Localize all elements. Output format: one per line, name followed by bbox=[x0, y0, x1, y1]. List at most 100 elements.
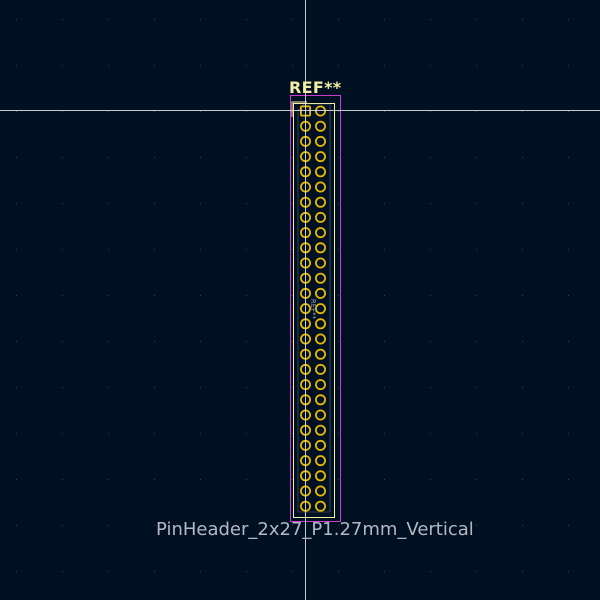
pad[interactable] bbox=[314, 135, 326, 147]
pad[interactable] bbox=[314, 242, 326, 254]
grid-dot bbox=[154, 479, 155, 480]
grid-dot bbox=[62, 387, 63, 388]
grid-dot bbox=[338, 341, 339, 342]
grid-dot bbox=[430, 571, 431, 572]
pad[interactable] bbox=[314, 409, 326, 421]
grid-dot bbox=[384, 525, 385, 526]
grid-dot bbox=[108, 341, 109, 342]
pad[interactable] bbox=[314, 181, 326, 193]
grid-dot bbox=[476, 157, 477, 158]
grid-dot bbox=[108, 157, 109, 158]
silkscreen-outline bbox=[293, 103, 335, 518]
grid-dot bbox=[154, 571, 155, 572]
grid-dot bbox=[430, 157, 431, 158]
pad[interactable] bbox=[314, 439, 326, 451]
pad[interactable] bbox=[314, 348, 326, 360]
grid-dot bbox=[338, 111, 339, 112]
grid-dot bbox=[522, 571, 523, 572]
grid-dot bbox=[338, 295, 339, 296]
grid-dot bbox=[384, 387, 385, 388]
reference-designator-label[interactable]: REF** bbox=[289, 78, 342, 97]
grid-dot bbox=[62, 571, 63, 572]
grid-dot bbox=[522, 249, 523, 250]
grid-dot bbox=[108, 65, 109, 66]
pad[interactable] bbox=[314, 363, 326, 375]
grid-dot bbox=[522, 157, 523, 158]
grid-dot bbox=[476, 571, 477, 572]
grid-dot bbox=[292, 571, 293, 572]
grid-dot bbox=[384, 295, 385, 296]
grid-dot bbox=[200, 433, 201, 434]
fab-reference-text: REF** bbox=[309, 299, 317, 320]
pad[interactable] bbox=[314, 196, 326, 208]
grid-dot bbox=[246, 525, 247, 526]
grid-dot bbox=[292, 65, 293, 66]
grid-dot bbox=[154, 19, 155, 20]
grid-dot bbox=[246, 249, 247, 250]
pad[interactable] bbox=[314, 455, 326, 467]
grid-dot bbox=[338, 157, 339, 158]
pad[interactable] bbox=[314, 166, 326, 178]
grid-dot bbox=[568, 433, 569, 434]
grid-dot bbox=[292, 19, 293, 20]
grid-dot bbox=[16, 111, 17, 112]
pad[interactable] bbox=[314, 151, 326, 163]
pad[interactable] bbox=[314, 379, 326, 391]
grid-dot bbox=[384, 19, 385, 20]
grid-dot bbox=[292, 203, 293, 204]
grid-dot bbox=[522, 525, 523, 526]
pad[interactable] bbox=[314, 318, 326, 330]
grid-dot bbox=[338, 525, 339, 526]
courtyard-outline bbox=[290, 95, 341, 522]
grid-dot bbox=[154, 433, 155, 434]
pad[interactable] bbox=[314, 394, 326, 406]
grid-dot bbox=[292, 295, 293, 296]
grid-dot bbox=[246, 65, 247, 66]
grid-dot bbox=[430, 111, 431, 112]
pad[interactable] bbox=[314, 227, 326, 239]
pad[interactable] bbox=[314, 287, 326, 299]
grid-dot bbox=[154, 341, 155, 342]
grid-dot bbox=[522, 387, 523, 388]
pad[interactable] bbox=[314, 257, 326, 269]
grid-dot bbox=[246, 111, 247, 112]
pad[interactable] bbox=[314, 333, 326, 345]
grid-dot bbox=[522, 203, 523, 204]
grid-dot bbox=[476, 341, 477, 342]
grid-dot bbox=[568, 203, 569, 204]
grid-dot bbox=[338, 203, 339, 204]
grid-dot bbox=[430, 295, 431, 296]
grid-dot bbox=[108, 525, 109, 526]
grid-dot bbox=[108, 19, 109, 20]
grid-dot bbox=[16, 479, 17, 480]
grid-dot bbox=[568, 479, 569, 480]
grid-dot bbox=[62, 433, 63, 434]
grid-dot bbox=[430, 203, 431, 204]
grid-dot bbox=[568, 111, 569, 112]
grid-dot bbox=[108, 479, 109, 480]
grid-dot bbox=[16, 65, 17, 66]
grid-dot bbox=[200, 65, 201, 66]
pad[interactable] bbox=[314, 120, 326, 132]
pad[interactable] bbox=[314, 485, 326, 497]
pad[interactable] bbox=[314, 211, 326, 223]
grid-dot bbox=[476, 433, 477, 434]
footprint-value-label[interactable]: PinHeader_2x27_P1.27mm_Vertical bbox=[156, 519, 474, 540]
grid-dot bbox=[246, 295, 247, 296]
pad[interactable] bbox=[314, 500, 326, 512]
grid-dot bbox=[16, 341, 17, 342]
grid-dot bbox=[430, 387, 431, 388]
grid-dot bbox=[430, 525, 431, 526]
grid-dot bbox=[476, 525, 477, 526]
grid-dot bbox=[108, 203, 109, 204]
grid-dot bbox=[62, 19, 63, 20]
grid-dot bbox=[476, 387, 477, 388]
pad[interactable] bbox=[314, 303, 326, 315]
grid-dot bbox=[568, 387, 569, 388]
pad[interactable] bbox=[314, 424, 326, 436]
pad[interactable] bbox=[314, 470, 326, 482]
pad[interactable] bbox=[314, 272, 326, 284]
grid-dot bbox=[62, 341, 63, 342]
